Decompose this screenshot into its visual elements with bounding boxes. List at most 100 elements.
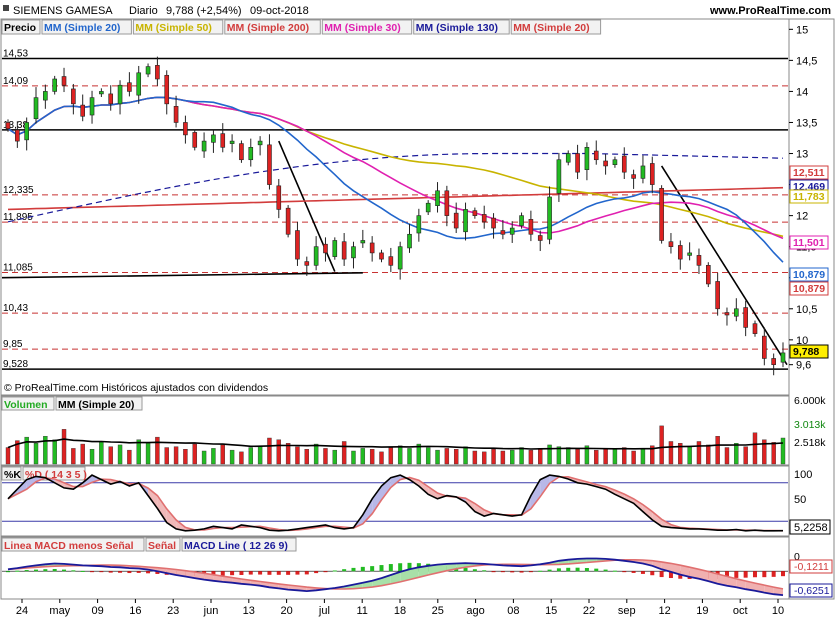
macd-hist-14 [136, 571, 141, 573]
macd-hist-80 [752, 571, 757, 578]
candle-38 [360, 229, 366, 248]
stoch-badge-box [789, 519, 831, 535]
volume-bar-72 [678, 443, 683, 465]
macd-hist-9 [90, 571, 95, 573]
candle-71 [668, 233, 674, 254]
volume-bar-77 [724, 447, 730, 465]
volume-bar-20 [192, 443, 197, 465]
macd-hist-49 [463, 567, 468, 572]
price-tag: Precio [4, 22, 36, 34]
macd-hist-29 [276, 571, 281, 575]
candle-83 [780, 342, 786, 368]
candle-58 [547, 186, 552, 245]
volume-bar-50 [472, 450, 478, 465]
macd-hist-38 [360, 566, 365, 572]
macd-line-label: MACD Line ( 12 26 9) [184, 540, 288, 552]
volume-bar-45 [425, 447, 431, 465]
header-date: 09-oct-2018 [250, 5, 309, 17]
candle-37 [351, 241, 356, 269]
macd-badge-box-2 [789, 559, 833, 574]
macd-fill-77 [727, 576, 737, 588]
macd-hist-12 [118, 571, 123, 573]
stoch-k-label: %K [4, 469, 21, 481]
candle-68 [640, 155, 646, 184]
volume-bar-71 [668, 441, 674, 465]
candle-70 [659, 185, 664, 244]
badge-box-5 [789, 281, 829, 296]
volume-bar-53 [500, 450, 506, 465]
x-label-0: 24 [16, 605, 28, 617]
volume-bar-68 [640, 448, 646, 465]
volume-bar-82 [771, 442, 776, 465]
volume-ma-label: MM (Simple 20) [58, 399, 134, 411]
candle-50 [472, 207, 478, 219]
candle-78 [734, 298, 739, 322]
volume-tick-0: 6.000k [794, 395, 826, 407]
macd-hist-62 [584, 567, 589, 572]
x-label-20: 10 [772, 605, 784, 617]
volume-bar-56 [528, 449, 534, 465]
volume-bar-64 [603, 448, 608, 465]
candle-79 [743, 300, 748, 337]
candle-30 [285, 205, 291, 238]
volume-bar-40 [379, 451, 384, 465]
volume-bar-65 [612, 449, 618, 465]
macd-hist-50 [472, 569, 477, 572]
x-label-12: ago [466, 605, 484, 617]
candlesticks [5, 56, 786, 376]
period-label: Diario [129, 5, 158, 17]
instrument-name: SIEMENS GAMESA [13, 5, 113, 17]
macd-hist-8 [80, 570, 85, 572]
x-label-4: 23 [167, 605, 179, 617]
volume-bar-25 [239, 451, 244, 465]
stochastic-lines [2, 474, 788, 532]
macd-hist-10 [99, 571, 104, 573]
badge-box-4 [789, 267, 829, 282]
macd-signal-label: Señal [148, 540, 176, 552]
volume-bar-38 [360, 448, 366, 465]
macd-hist-81 [762, 571, 767, 578]
volume-bar-41 [388, 447, 394, 465]
macd-hist-68 [640, 571, 645, 574]
macd-hist-53 [500, 571, 505, 573]
stoch-fill-69 [652, 511, 662, 527]
candle-17 [164, 70, 170, 115]
volume-bar-73 [687, 446, 692, 465]
volume-bar-3 [33, 443, 39, 465]
macd-hist-3 [34, 569, 39, 572]
macd-hist-61 [575, 567, 580, 572]
macd-hist-5 [52, 569, 57, 572]
badge-4: 10,879 [793, 269, 825, 281]
badge-6: 9,788 [793, 346, 819, 358]
macd-hist-77 [724, 571, 729, 579]
macd-hist-15 [146, 571, 151, 574]
candle-74 [696, 248, 702, 275]
volume-bar-49 [463, 446, 468, 465]
macd-hist-25 [239, 571, 244, 575]
chart-header: SIEMENS GAMESA Diario 9,788 (+2,54%) 09-… [3, 5, 831, 17]
volume-bar-37 [351, 450, 356, 465]
candle-69 [649, 156, 655, 194]
legend-ma-1: MM (Simple 50) [135, 22, 211, 34]
stoch-fill-45 [428, 486, 438, 499]
candle-23 [220, 123, 226, 153]
macd-hist-32 [304, 571, 309, 575]
macd-hist-66 [622, 571, 627, 573]
candle-72 [677, 240, 683, 270]
volume-bar-67 [631, 450, 636, 465]
volume-bar-42 [397, 445, 403, 465]
candle-28 [267, 134, 272, 190]
candle-35 [332, 237, 338, 260]
volume-bar-66 [622, 447, 627, 465]
candle-3 [33, 87, 39, 124]
volume-bar-18 [173, 446, 179, 465]
candle-64 [603, 154, 608, 175]
volume-bar-16 [155, 436, 160, 465]
volume-bar-7 [71, 448, 76, 465]
candle-36 [341, 233, 347, 266]
macd-hist-1 [15, 570, 20, 572]
volume-bar-83 [780, 437, 786, 465]
macd-hist-31 [295, 571, 300, 575]
candle-61 [575, 144, 580, 179]
price-levels: 14,53 14,09 13,38 12,335 11,895 11,085 10,43 9,… [2, 49, 788, 370]
